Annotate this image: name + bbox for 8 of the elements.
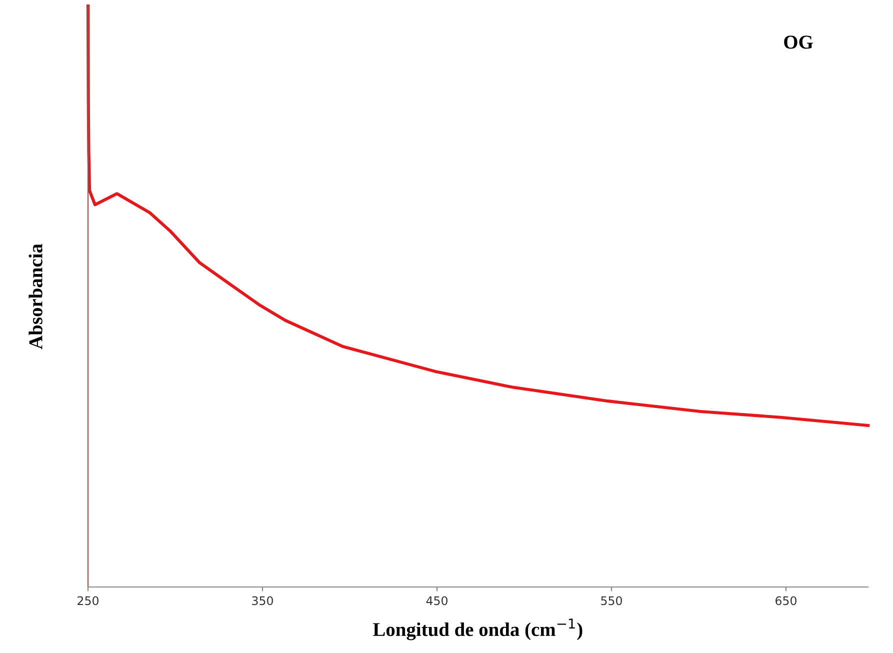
x-tick-label: 350 (252, 596, 273, 606)
x-axis-title: Longitud de onda (cm$^{−1}$) (373, 618, 582, 640)
x-tick-label: 650 (776, 596, 796, 606)
x-tick-label: 550 (601, 596, 622, 606)
x-tick-label: 450 (426, 596, 448, 606)
y-axis-title: Absorbancia (28, 244, 42, 350)
x-tick-label: 250 (78, 596, 98, 606)
annotation: OG (784, 36, 813, 49)
